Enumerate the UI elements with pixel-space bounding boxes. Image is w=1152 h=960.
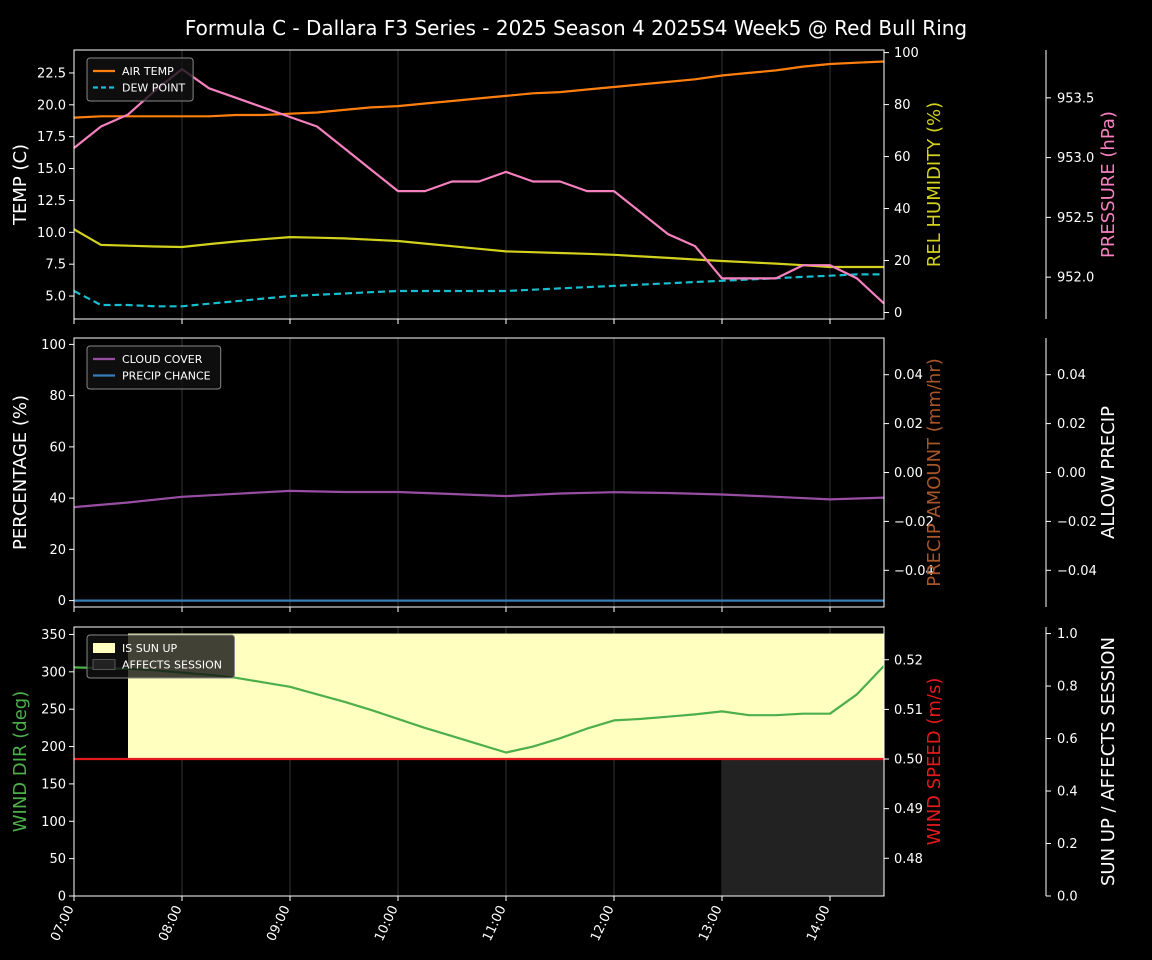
figure-title: Formula C - Dallara F3 Series - 2025 Sea… xyxy=(185,16,967,40)
y-far-tick-label: 0.4 xyxy=(1057,785,1078,800)
legend: CLOUD COVER PRECIP CHANCE xyxy=(86,345,222,390)
y-tick-label: 7.5 xyxy=(45,258,66,273)
y-right-axis-label: REL HUMIDITY (%) xyxy=(924,102,945,267)
y-right-tick-label: 0.48 xyxy=(894,852,923,867)
y-far-tick-label: 1.0 xyxy=(1057,627,1078,642)
y-tick-label: 150 xyxy=(41,777,66,792)
y-tick-label: 10.0 xyxy=(37,226,66,241)
y-far-tick-label: 952.5 xyxy=(1057,211,1094,226)
legend: IS SUN UP AFFECTS SESSION xyxy=(86,634,235,679)
y-tick-label: 100 xyxy=(41,338,66,353)
y-right-tick-label: −0.04 xyxy=(894,564,934,579)
y-tick-label: 15.0 xyxy=(37,162,66,177)
y-right-tick-label: 80 xyxy=(894,98,911,113)
y-right-tick-label: 60 xyxy=(894,150,911,165)
y-far-tick-label: 953.5 xyxy=(1057,91,1094,106)
series-line-air-temp xyxy=(73,60,885,119)
legend-label: IS SUN UP xyxy=(122,642,178,655)
y-right-tick-label: 0.52 xyxy=(894,653,923,668)
y-right-tick-label: 0.02 xyxy=(894,417,923,432)
panel-temperature: 5.0 7.5 10.0 12.5 15.0 17.5 20.0 22.5 0 20 40 60 80 1… xyxy=(10,46,1119,324)
y-right-tick-label: 20 xyxy=(894,254,911,269)
y-tick-label: 100 xyxy=(41,815,66,830)
y-right-tick-label: 0.04 xyxy=(894,368,923,383)
y-tick-label: 22.5 xyxy=(37,66,66,81)
legend-label: AIR TEMP xyxy=(122,65,174,78)
y-right-tick-label: 40 xyxy=(894,202,911,217)
legend-label: AFFECTS SESSION xyxy=(122,659,222,672)
y-far-tick-label: 0.02 xyxy=(1057,417,1086,432)
affects-session-band xyxy=(722,759,884,896)
y-far-right-axis-label: SUN UP / AFFECTS SESSION xyxy=(1098,637,1119,886)
y-right-tick-label: 0.51 xyxy=(894,703,923,718)
y-tick-label: 250 xyxy=(41,703,66,718)
legend-label: PRECIP CHANCE xyxy=(122,370,211,383)
y-far-tick-label: −0.04 xyxy=(1057,564,1097,579)
y-tick-label: 40 xyxy=(49,492,66,507)
y-tick-label: 0 xyxy=(58,594,66,609)
plot-frame xyxy=(73,49,885,320)
series-line-temperature-right xyxy=(73,228,884,269)
panel-precipitation: 0 20 40 60 80 100 −0.04 −0.02 0.00 0.02 0.04 −0.04 −… xyxy=(10,337,1119,612)
y-tick-label: 0 xyxy=(58,890,66,905)
legend-swatch xyxy=(92,659,116,670)
y-right-axis-label: PRECIP AMOUNT (mm/hr) xyxy=(924,358,945,587)
y-right-tick-label: 0.49 xyxy=(894,802,923,817)
y-right-tick-label: 0.50 xyxy=(894,753,923,768)
y-tick-label: 5.0 xyxy=(45,290,66,305)
y-tick-label: 300 xyxy=(41,665,66,680)
series-line-cloud-cover xyxy=(73,489,885,509)
y-right-tick-label: 0.00 xyxy=(894,466,923,481)
y-tick-label: 20.0 xyxy=(37,98,66,113)
y-far-tick-label: −0.02 xyxy=(1057,515,1097,530)
y-tick-label: 200 xyxy=(41,740,66,755)
y-tick-label: 50 xyxy=(49,852,66,867)
y-far-tick-label: 0.00 xyxy=(1057,466,1086,481)
y-axis-label: WIND DIR (deg) xyxy=(10,691,31,833)
legend-box xyxy=(86,345,222,390)
series-line-temperature-far_right xyxy=(73,67,885,305)
y-far-tick-label: 953.0 xyxy=(1057,151,1094,166)
plot-frame xyxy=(73,626,885,897)
y-tick-label: 12.5 xyxy=(37,194,66,209)
legend-box xyxy=(86,634,235,679)
y-far-right-axis-label: ALLOW PRECIP xyxy=(1098,406,1119,539)
y-far-tick-label: 0.6 xyxy=(1057,732,1078,747)
y-far-tick-label: 0.0 xyxy=(1057,890,1078,905)
y-tick-label: 60 xyxy=(49,440,66,455)
legend-box xyxy=(86,57,194,102)
legend-label: CLOUD COVER xyxy=(122,353,203,366)
y-tick-label: 17.5 xyxy=(37,130,66,145)
y-far-right-axis-label: PRESSURE (hPa) xyxy=(1098,111,1119,258)
y-tick-label: 80 xyxy=(49,389,66,404)
y-tick-label: 20 xyxy=(49,543,66,558)
y-axis-label: PERCENTAGE (%) xyxy=(10,395,31,550)
y-far-tick-label: 0.2 xyxy=(1057,837,1078,852)
legend: AIR TEMP DEW POINT xyxy=(86,57,194,102)
y-right-axis-label: WIND SPEED (m/s) xyxy=(924,678,945,846)
y-right-tick-label: −0.02 xyxy=(894,515,934,530)
y-right-tick-label: 0 xyxy=(894,306,902,321)
y-tick-label: 350 xyxy=(41,628,66,643)
y-far-tick-label: 952.0 xyxy=(1057,271,1094,286)
y-right-tick-label: 100 xyxy=(894,46,919,61)
y-far-tick-label: 0.8 xyxy=(1057,680,1078,695)
legend-label: DEW POINT xyxy=(122,82,186,95)
sun-up-band xyxy=(128,633,884,760)
y-axis-label: TEMP (C) xyxy=(10,144,31,226)
series-line-dew-point xyxy=(73,273,884,308)
legend-swatch xyxy=(93,643,115,653)
y-far-tick-label: 0.04 xyxy=(1057,368,1086,383)
